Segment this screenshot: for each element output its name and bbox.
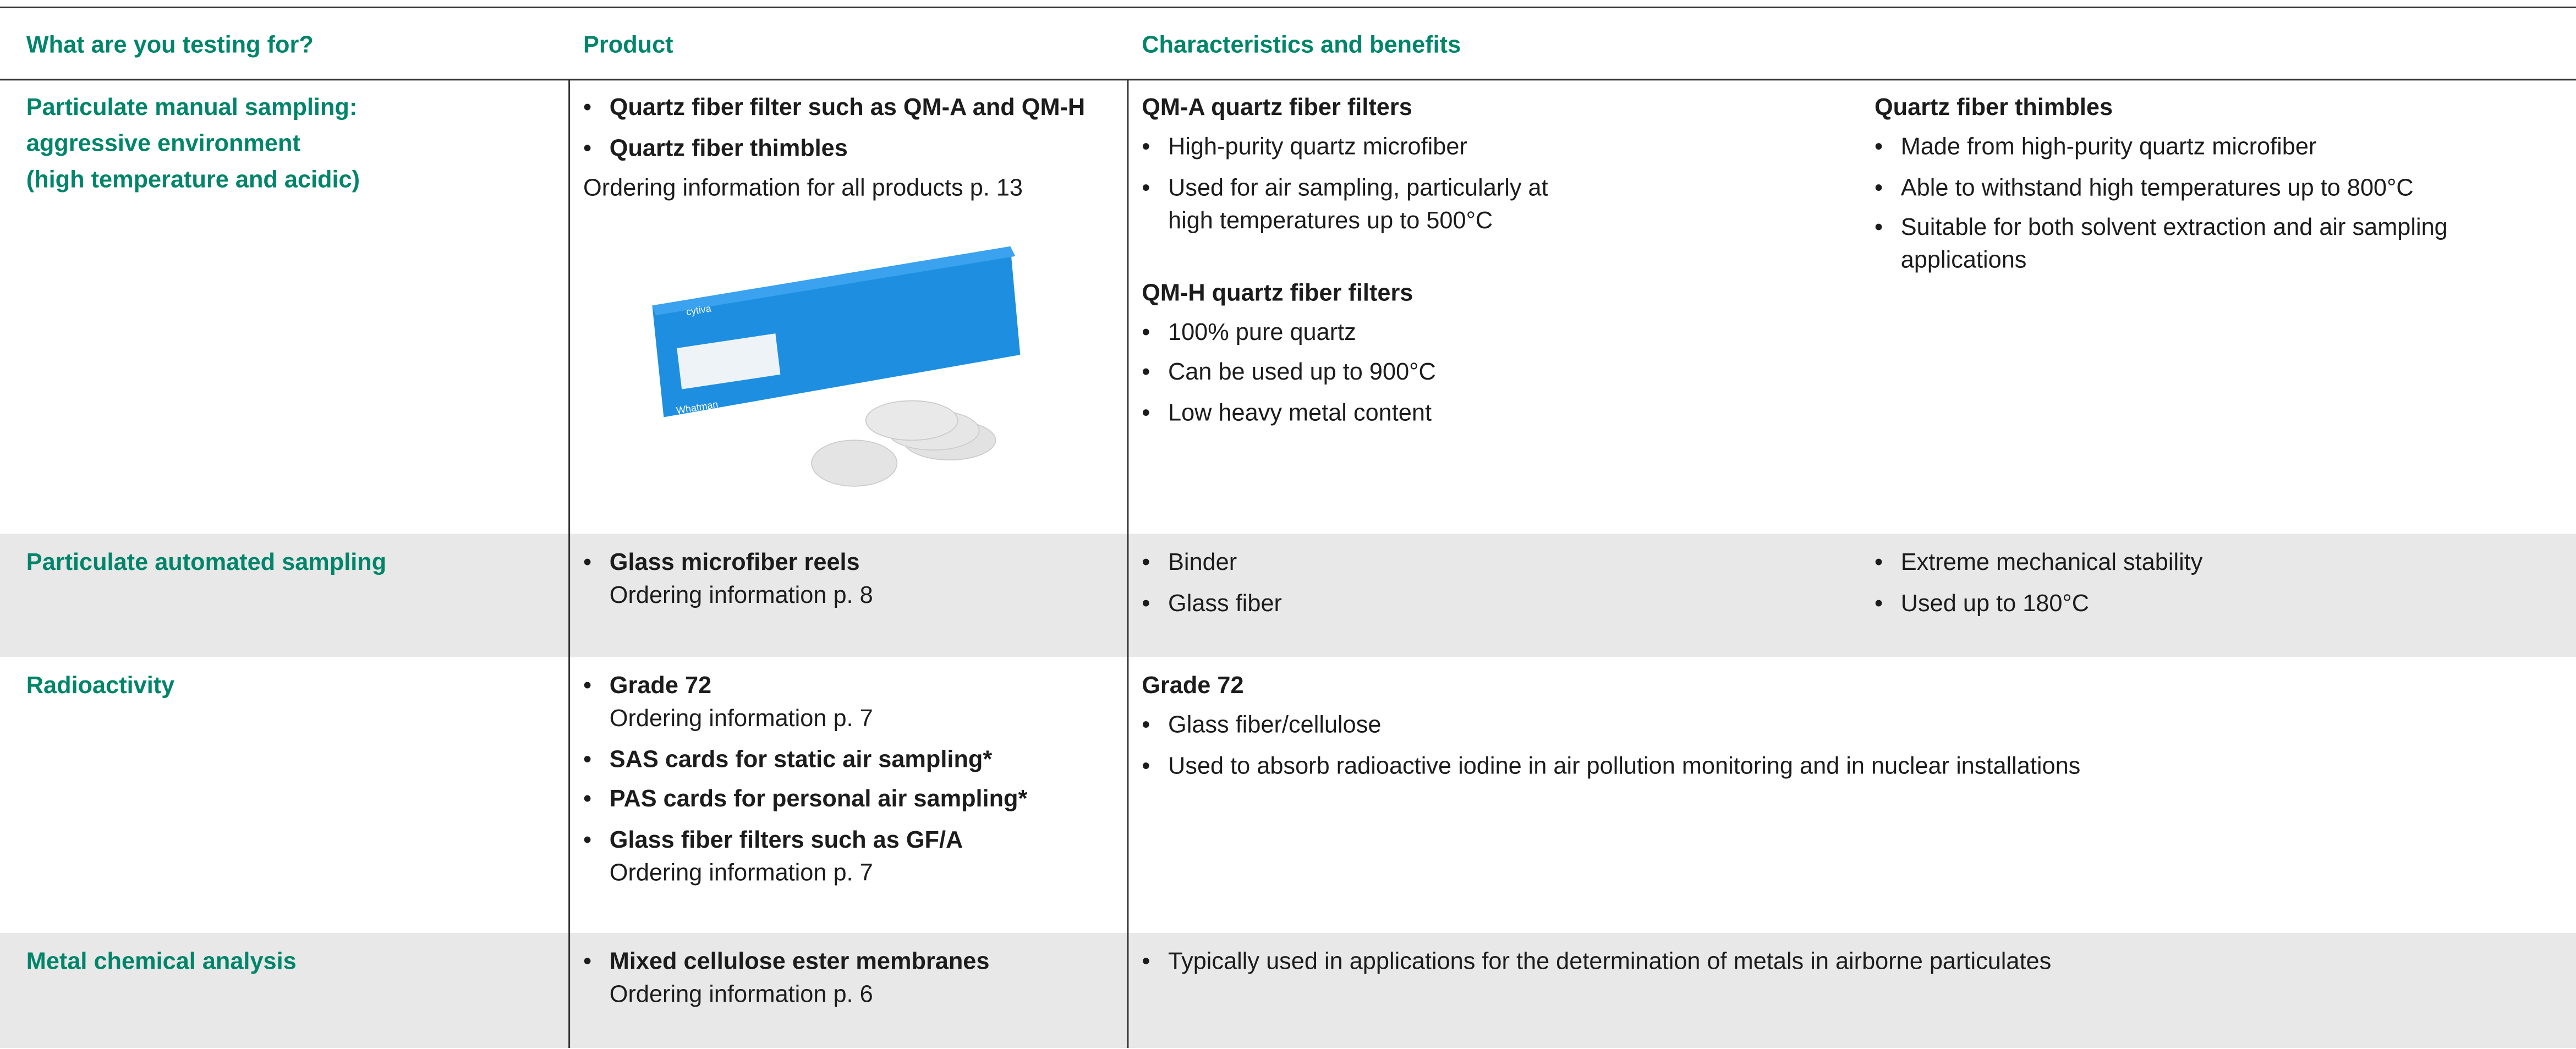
product-name: SAS cards for static air sampling* [609,746,993,773]
benefit-item: Typically used in applications for the d… [1142,946,2555,979]
product-item: SAS cards for static air sampling* [583,743,1119,776]
product-list: Glass microfiber reels Ordering informati… [583,547,1119,612]
testing-text: Particulate automated sampling [26,550,387,577]
product-item: Grade 72 Ordering information p. 7 [583,670,1119,735]
characteristics-column: Quartz fiber thimbles Made from high-puri… [1875,92,2531,285]
ordering-info: Ordering information p. 8 [609,583,873,609]
testing-cell: Particulate manual sampling: aggressive e… [26,90,552,199]
characteristics-column: QM-A quartz fiber filters High-purity qua… [1142,92,1552,437]
testing-text: Radioactivity [26,673,175,700]
characteristics-group: Grade 72 Glass fiber/cellulose Used to abs… [1142,670,2555,783]
characteristics-column: Binder Glass fiber [1142,547,1875,627]
product-item: PAS cards for personal air sampling* [583,783,1119,816]
characteristics-column: Extreme mechanical stability Used up to 1… [1875,547,2531,627]
testing-text: Particulate manual sampling: [26,95,358,122]
benefit-list: 100% pure quartz Can be used up to 900°C L… [1142,316,1552,430]
product-image: cytiva Whatman [652,246,1021,487]
benefit-item: Used up to 180°C [1875,587,2531,620]
row-band: Particulate automated sampling Glass micr… [0,534,2576,657]
product-cell: Glass microfiber reels Ordering informati… [583,547,1119,620]
product-list: Grade 72 Ordering information p. 7 SAS car… [583,670,1119,889]
benefit-list: Typically used in applications for the d… [1142,946,2555,979]
column-rule [1127,79,1129,1048]
benefit-item: High-purity quartz microfiber [1142,131,1552,164]
benefit-item: Used for air sampling, particularly at h… [1142,172,1552,237]
product-item: Glass fiber filters such as GF/A Ordering… [583,823,1119,889]
benefit-item: Low heavy metal content [1142,397,1552,430]
box-label [677,333,781,389]
product-item: Quartz fiber thimbles [583,132,1119,165]
group-heading: QM-H quartz fiber filters [1142,280,1413,306]
characteristics-column: Grade 72 Glass fiber/cellulose Used to abs… [1142,670,2555,790]
filter-box [652,246,1021,418]
characteristics-group: Binder Glass fiber [1142,547,1875,620]
ordering-info: Ordering information p. 7 [609,860,873,886]
benefit-list: Glass fiber/cellulose Used to absorb radi… [1142,710,2555,783]
product-name: Quartz fiber filter such as QM-A and QM-… [609,95,1086,122]
testing-text: (high temperature and acidic) [26,167,360,194]
benefit-item: Used to absorb radioactive iodine in air… [1142,750,2555,783]
box-lid [652,246,1016,316]
testing-cell: Particulate automated sampling [26,545,552,581]
product-item: Quartz fiber filter such as QM-A and QM-… [583,92,1119,125]
benefit-item: Can be used up to 900°C [1142,356,1552,389]
characteristics-group: QM-H quartz fiber filters 100% pure quart… [1142,277,1552,430]
filter-disc [811,440,898,487]
product-name: Mixed cellulose ester membranes [609,949,990,976]
top-rule [0,6,2576,8]
product-list: Mixed cellulose ester membranes Ordering … [583,946,1119,1012]
benefit-list: High-purity quartz microfiber Used for ai… [1142,131,1552,238]
header-rule [0,79,2576,81]
product-item: Glass microfiber reels Ordering informati… [583,547,1119,612]
testing-text: aggressive environment [26,131,300,158]
product-item: Mixed cellulose ester membranes Ordering … [583,946,1119,1012]
ordering-info: Ordering information for all products p.… [583,175,1023,202]
characteristics-column: Typically used in applications for the d… [1142,946,2555,986]
benefit-item: Binder [1142,547,1875,580]
benefit-item: Extreme mechanical stability [1875,547,2531,580]
testing-cell: Metal chemical analysis [26,944,552,981]
product-name: Grade 72 [609,673,712,700]
ordering-info: Ordering information p. 6 [609,982,873,1009]
benefit-item: Able to withstand high temperatures up t… [1875,172,2531,205]
characteristics-group: QM-A quartz fiber filters High-purity qua… [1142,92,1552,237]
benefit-item: Made from high-purity quartz microfiber [1875,131,2531,164]
group-heading: Quartz fiber thimbles [1874,95,2113,122]
product-name: Glass microfiber reels [609,550,860,577]
header-cell: Product [583,32,673,59]
benefit-item: Glass fiber [1142,587,1875,620]
characteristics-group: Quartz fiber thimbles Made from high-puri… [1875,92,2531,277]
product-name: Glass fiber filters such as GF/A [609,827,963,854]
product-name: Quartz fiber thimbles [609,135,848,162]
testing-text: Metal chemical analysis [26,949,297,976]
product-cell: Grade 72 Ordering information p. 7 SAS car… [583,670,1119,897]
row-band: Radioactivity Grade 72 Ordering informatio… [0,657,2576,933]
row-band: Particulate manual sampling: aggressive e… [0,79,2576,534]
benefit-list: Extreme mechanical stability Used up to 1… [1875,547,2531,620]
column-rule [568,79,571,1048]
product-cell: Mixed cellulose ester membranes Ordering … [583,946,1119,1019]
group-heading: Grade 72 [1142,673,1244,700]
product-list: Quartz fiber filter such as QM-A and QM-… [583,92,1119,165]
product-name: PAS cards for personal air sampling* [609,787,1028,814]
benefit-item: Suitable for both solvent extraction and… [1875,212,2531,277]
testing-cell: Radioactivity [26,668,552,705]
characteristics-group: Typically used in applications for the d… [1142,946,2555,979]
filter-disc [865,400,958,441]
characteristics-group: Extreme mechanical stability Used up to 1… [1875,547,2531,620]
header-cell: What are you testing for? [26,32,314,59]
product-cell: Quartz fiber filter such as QM-A and QM-… [583,92,1119,205]
benefit-list: Binder Glass fiber [1142,547,1875,620]
header-cell: Characteristics and benefits [1142,32,1461,59]
benefit-item: Glass fiber/cellulose [1142,710,2555,743]
benefit-item: 100% pure quartz [1142,316,1552,349]
row-band: Metal chemical analysis Mixed cellulose e… [0,933,2576,1048]
benefit-list: Made from high-purity quartz microfiber A… [1875,131,2531,278]
group-heading: QM-A quartz fiber filters [1142,95,1412,122]
ordering-info: Ordering information p. 7 [609,706,873,733]
